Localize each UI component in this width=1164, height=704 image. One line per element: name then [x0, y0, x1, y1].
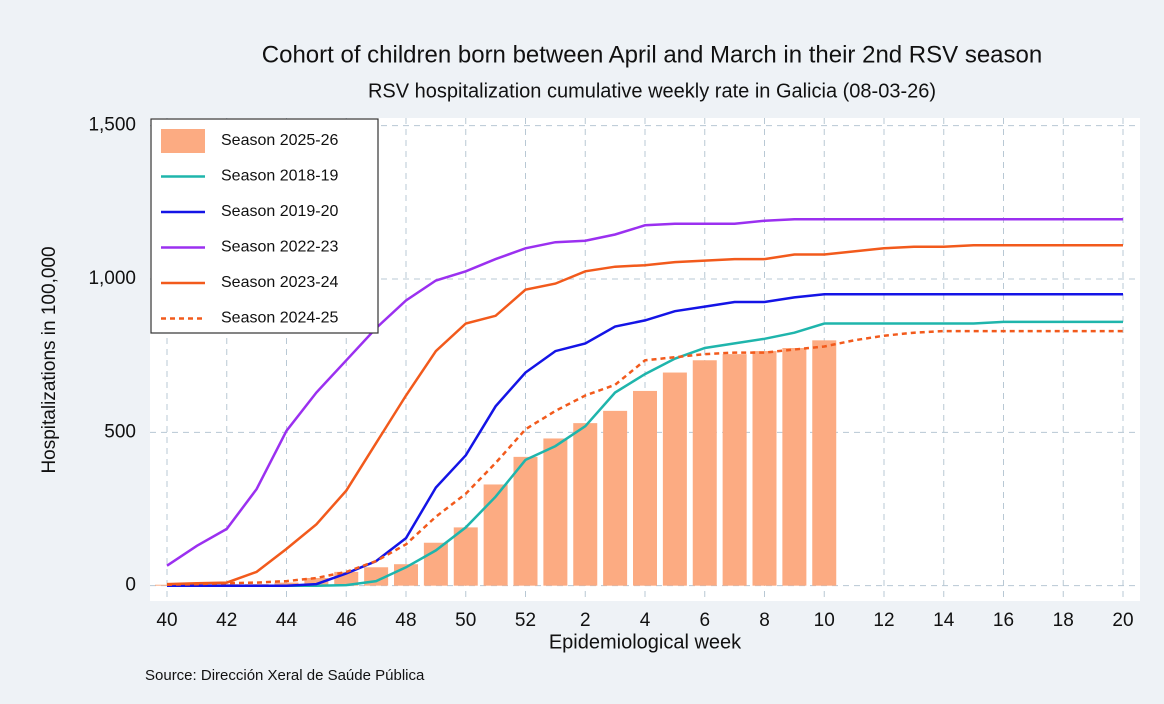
- line: [166, 329, 1123, 586]
- x-axis-label: Epidemiological week: [549, 631, 742, 653]
- x-tick-label: 14: [933, 610, 955, 631]
- y-tick-label: 500: [104, 421, 136, 442]
- legend-swatch: [161, 129, 205, 153]
- y-tick-label: 1,500: [88, 115, 136, 136]
- bar: [752, 351, 777, 586]
- line: [166, 244, 1123, 586]
- line: [167, 320, 1123, 587]
- bar: [633, 390, 657, 586]
- legend-label: Season 2022-23: [221, 239, 339, 256]
- x-tick-label: 48: [395, 610, 416, 631]
- legend-label: Season 2025-26: [221, 132, 339, 149]
- x-tick-label: 50: [455, 610, 476, 631]
- legend-label: Season 2024-25: [221, 310, 339, 327]
- x-tick-label: 44: [276, 610, 298, 631]
- x-tick-label: 20: [1112, 610, 1133, 631]
- x-tick-label: 6: [699, 610, 710, 631]
- y-axis-label: Hospitalizations in 100,000: [39, 246, 60, 473]
- chart-title: Cohort of children born between April an…: [262, 41, 1042, 68]
- x-tick-label: 16: [993, 610, 1014, 631]
- bar: [513, 456, 538, 586]
- x-tick-label: 40: [156, 610, 177, 631]
- bar: [483, 484, 508, 586]
- source-note: Source: Dirección Xeral de Saúde Pública: [145, 667, 425, 684]
- bar: [304, 578, 329, 586]
- bar: [603, 410, 628, 586]
- y-tick-label: 0: [125, 575, 136, 596]
- x-tick-label: 18: [1053, 610, 1074, 631]
- bar: [722, 354, 747, 586]
- bar: [692, 360, 717, 586]
- bar: [812, 340, 837, 586]
- x-tick-label: 12: [873, 610, 894, 631]
- x-tick-label: 4: [640, 610, 651, 631]
- x-tick-label: 46: [336, 610, 357, 631]
- y-tick-label: 1,000: [88, 268, 136, 289]
- line: [167, 293, 1123, 587]
- x-tick-label: 10: [814, 610, 835, 631]
- legend-label: Season 2018-19: [221, 168, 339, 185]
- x-tick-label: 8: [759, 610, 770, 631]
- x-tick-label: 2: [580, 610, 591, 631]
- chart-subtitle: RSV hospitalization cumulative weekly ra…: [368, 80, 936, 102]
- legend-box: [150, 118, 379, 334]
- bar: [662, 372, 687, 586]
- line: [166, 217, 1123, 567]
- legend-label: Season 2019-20: [221, 203, 339, 220]
- bar: [274, 582, 299, 586]
- x-tick-label: 52: [515, 610, 536, 631]
- bar: [543, 438, 568, 586]
- x-tick-label: 42: [216, 610, 237, 631]
- bar: [453, 527, 478, 586]
- bar: [573, 423, 598, 586]
- bar: [782, 348, 807, 586]
- legend-label: Season 2023-24: [221, 274, 339, 291]
